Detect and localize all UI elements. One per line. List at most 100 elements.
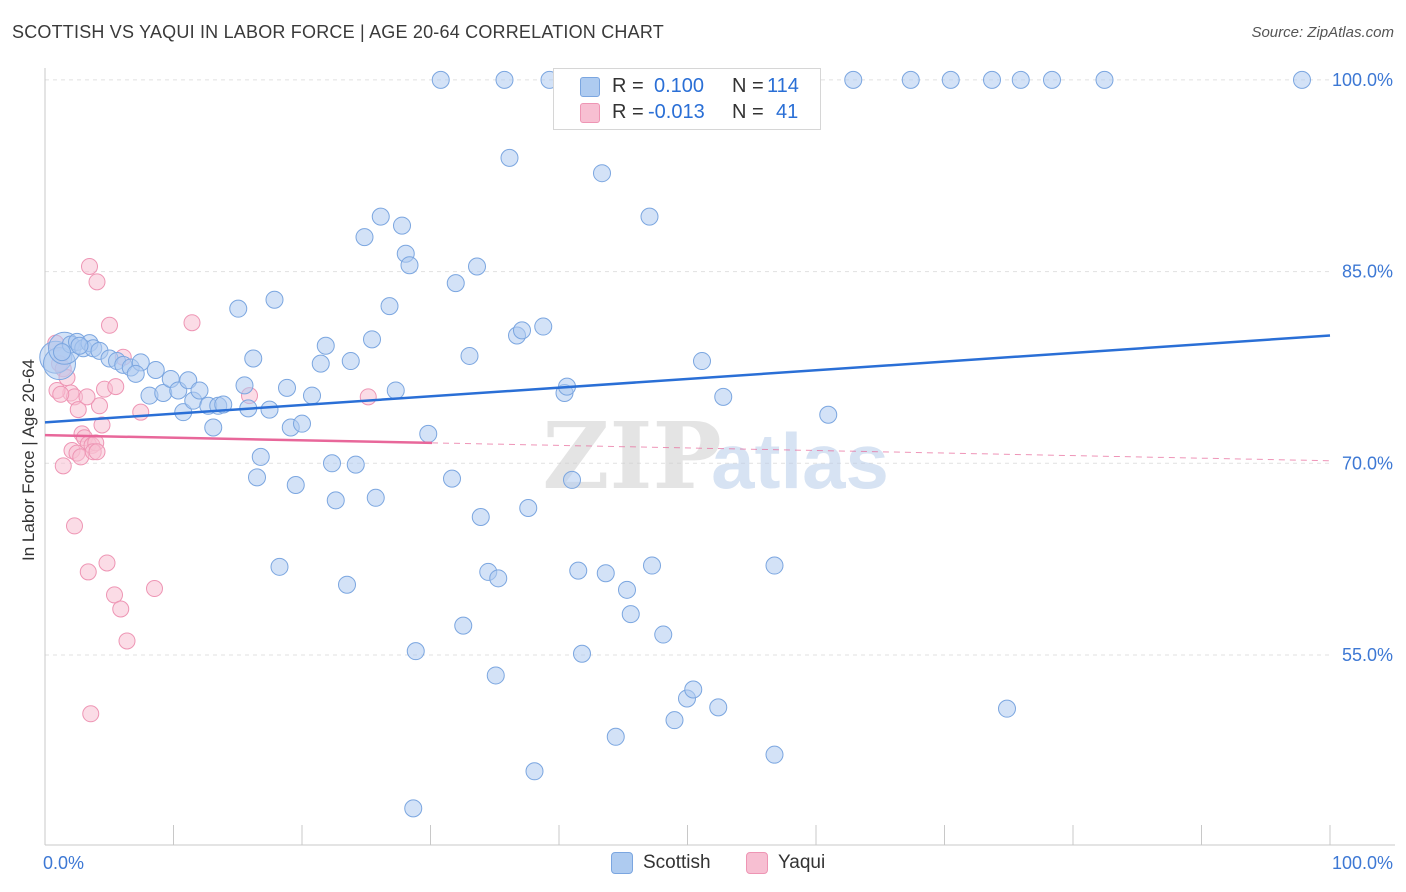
legend-n-value: 114: [767, 75, 799, 97]
scottish-point: [563, 470, 581, 489]
scottish-point: [286, 476, 305, 495]
scottish-point: [303, 386, 321, 405]
scottish-point: [500, 148, 519, 167]
scottish-point: [380, 297, 399, 316]
legend-swatch-scottish: [580, 77, 600, 97]
yaqui-point: [54, 457, 72, 475]
scottish-point: [229, 299, 248, 318]
yaqui-point: [106, 586, 123, 604]
chart-title: SCOTTISH VS YAQUI IN LABOR FORCE | AGE 2…: [12, 22, 664, 42]
axes: [44, 68, 1395, 846]
scottish-point: [665, 711, 684, 730]
legend-r-label: R =: [612, 101, 644, 123]
watermark-atlas: atlas: [711, 417, 889, 505]
yaqui-point: [91, 397, 108, 415]
scottish-point: [941, 70, 960, 89]
scottish-point: [454, 616, 473, 635]
yaqui-point: [132, 403, 150, 421]
scottish-point: [901, 70, 920, 89]
bottom-legend: Scottish Yaqui: [0, 852, 1406, 878]
legend-n-label: N =: [732, 75, 764, 97]
scottish-point: [293, 414, 311, 433]
scottish-point: [251, 447, 270, 466]
yaqui-trend-line-extension: [431, 442, 1331, 462]
scottish-point: [471, 507, 490, 526]
scottish-trend-line: [44, 334, 1331, 424]
scottish-point: [346, 455, 365, 474]
yaqui-point: [81, 257, 98, 275]
scottish-point: [1293, 70, 1311, 89]
scottish-point: [363, 330, 381, 349]
scottish-point: [569, 561, 588, 580]
scottish-point: [709, 698, 728, 717]
scottish-point: [341, 352, 360, 371]
scottish-point: [654, 625, 673, 644]
scottish-point: [244, 349, 263, 368]
scottish-point: [765, 556, 784, 575]
bottom-legend-swatch-scottish: [611, 852, 633, 874]
scottish-point: [643, 556, 661, 575]
legend-r-value: -0.013: [648, 101, 705, 123]
scottish-point: [534, 317, 553, 336]
yaqui-point: [78, 388, 96, 406]
y-tick-label: 55.0%: [1342, 645, 1393, 665]
y-tick-label: 85.0%: [1342, 262, 1393, 282]
scottish-point: [126, 364, 145, 383]
scottish-point: [235, 376, 254, 395]
scottish-point: [819, 405, 838, 424]
trend-lines: [44, 334, 1331, 462]
scottish-point: [400, 256, 419, 275]
scottish-point: [431, 70, 450, 89]
scottish-point: [468, 257, 486, 276]
yaqui-point: [98, 554, 116, 572]
scottish-point: [443, 469, 461, 488]
legend-box: R = 0.100 N = 114 R = -0.013 N = 41: [553, 68, 821, 130]
bottom-legend-label-scottish: Scottish: [643, 852, 711, 873]
source-credit: Source: ZipAtlas.com: [1251, 24, 1394, 41]
gridlines: [45, 79, 1330, 656]
scottish-point: [190, 381, 209, 400]
scottish-point: [618, 580, 636, 599]
scottish-point: [326, 491, 345, 510]
yaqui-point: [79, 563, 97, 581]
scottish-point: [366, 488, 385, 507]
x-tick-label: 0.0%: [43, 853, 84, 873]
scottish-point: [371, 207, 390, 226]
scottish-point: [998, 699, 1016, 718]
yaqui-point: [359, 388, 377, 406]
scottish-point: [386, 381, 405, 400]
bottom-legend-swatch-yaqui: [746, 852, 768, 874]
scottish-points: [39, 70, 1311, 818]
y-tick-label: 100.0%: [1332, 70, 1393, 90]
scottish-point: [640, 207, 659, 226]
scottish-point: [146, 361, 165, 380]
scottish-point: [214, 395, 233, 414]
scottish-point: [621, 605, 640, 624]
yaqui-point: [101, 316, 118, 334]
scottish-point: [684, 680, 703, 699]
scottish-point: [844, 70, 863, 89]
scottish-point: [593, 164, 611, 183]
scottish-point: [70, 336, 89, 355]
scottish-point: [525, 762, 544, 781]
scottish-point: [393, 216, 411, 235]
yaqui-point: [88, 443, 106, 461]
scottish-point: [765, 745, 784, 764]
yaqui-point: [66, 517, 83, 535]
scottish-point: [338, 575, 356, 594]
scottish-point: [278, 378, 296, 397]
scottish-point: [606, 727, 625, 746]
yaqui-point: [118, 632, 136, 650]
scottish-point: [596, 564, 615, 583]
legend-row-yaqui: R = -0.013 N = 41: [580, 101, 820, 125]
scottish-point: [53, 343, 71, 362]
scottish-point: [404, 799, 423, 818]
watermark: ZIP atlas: [542, 402, 889, 510]
bottom-legend-yaqui: Yaqui: [746, 852, 825, 874]
scottish-point: [513, 321, 531, 340]
scottish-point: [270, 557, 289, 576]
scottish-point: [316, 336, 335, 355]
yaqui-point: [107, 378, 125, 396]
scottish-point: [1043, 70, 1061, 89]
